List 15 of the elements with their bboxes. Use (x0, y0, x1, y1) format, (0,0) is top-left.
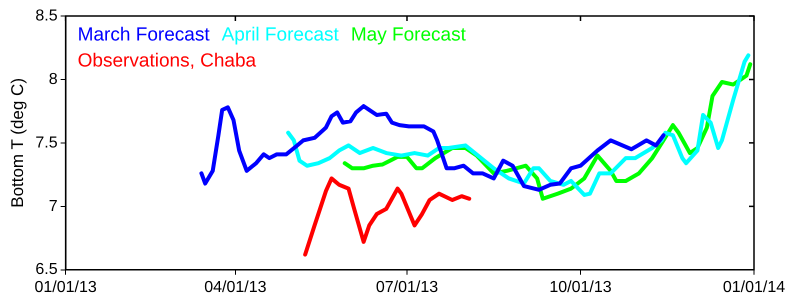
text: May Forecast (350, 24, 467, 46)
text: Observations, Chaba (78, 50, 257, 72)
y-tick-label: 8 (48, 70, 58, 88)
x-tick-label: 07/01/13 (376, 278, 438, 296)
x-tick-label: 04/01/13 (204, 278, 267, 296)
y-axis-title: Bottom T (deg C) (8, 78, 27, 208)
y-tick-label: 7 (48, 198, 58, 215)
y-tick-label: 8.5 (35, 7, 58, 24)
text: March Forecast (78, 24, 210, 46)
x-tick-label: 10/01/13 (549, 278, 612, 296)
text: April Forecast (222, 24, 340, 46)
y-tick-label: 7.5 (35, 134, 58, 152)
y-tick-label: 6.5 (35, 261, 58, 278)
x-tick-label: 01/01/14 (722, 278, 786, 296)
x-tick-label: 01/01/13 (34, 278, 97, 296)
